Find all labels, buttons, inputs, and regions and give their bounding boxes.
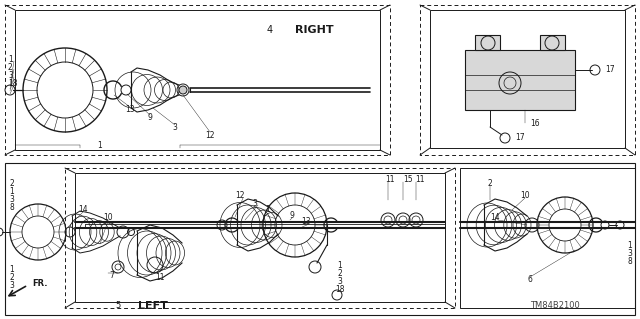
Text: 3: 3 (337, 277, 342, 286)
Bar (540, 35, 565, 50)
Bar (430, 10, 625, 148)
Text: 10: 10 (103, 213, 113, 222)
Text: 18: 18 (8, 79, 17, 88)
Text: 5: 5 (115, 301, 120, 310)
Text: 11: 11 (415, 175, 425, 184)
Text: 2: 2 (10, 273, 14, 283)
Text: TM84B2100: TM84B2100 (530, 301, 580, 310)
Text: 2: 2 (488, 179, 492, 188)
Text: 14: 14 (78, 205, 88, 214)
Text: 1: 1 (10, 265, 14, 275)
Text: 12: 12 (205, 130, 215, 139)
Text: 3: 3 (10, 281, 15, 291)
Text: RIGHT: RIGHT (295, 25, 333, 35)
Text: 13: 13 (301, 218, 311, 226)
Text: 16: 16 (530, 118, 540, 128)
Text: 2: 2 (8, 63, 13, 72)
Text: 3: 3 (627, 249, 632, 257)
Text: 12: 12 (236, 190, 244, 199)
Bar (460, 168, 635, 308)
Text: 3: 3 (8, 71, 13, 80)
Text: 11: 11 (156, 273, 164, 283)
Text: 4: 4 (267, 25, 273, 35)
Bar (420, 5, 635, 155)
Text: 9: 9 (148, 114, 152, 122)
Bar (475, 35, 500, 50)
Text: LEFT: LEFT (138, 301, 168, 311)
Text: 7: 7 (109, 271, 115, 279)
Text: 17: 17 (515, 133, 525, 143)
Text: 1: 1 (266, 205, 270, 214)
Bar (65, 168, 455, 308)
Text: 14: 14 (490, 213, 500, 222)
Text: 1: 1 (10, 187, 14, 196)
Text: 17: 17 (605, 65, 614, 75)
Text: 8: 8 (627, 256, 632, 265)
Text: 1: 1 (627, 241, 632, 249)
Text: 1: 1 (98, 140, 102, 150)
Text: 6: 6 (527, 276, 532, 285)
Bar (5, 5, 390, 155)
Text: 3: 3 (253, 198, 257, 207)
Text: 10: 10 (520, 190, 530, 199)
Circle shape (179, 86, 187, 94)
Text: 18: 18 (335, 285, 345, 293)
Bar (465, 50, 575, 110)
Text: 3: 3 (10, 195, 15, 204)
Bar (5, 163, 635, 315)
Text: 11: 11 (385, 175, 395, 184)
Text: 15: 15 (403, 175, 413, 184)
Text: 13: 13 (125, 106, 135, 115)
Text: 9: 9 (289, 211, 294, 220)
Bar (15, 10, 380, 150)
Text: 8: 8 (10, 203, 14, 211)
Text: 3: 3 (173, 123, 177, 132)
Bar (75, 173, 445, 302)
Text: 1: 1 (338, 261, 342, 270)
Text: 1: 1 (8, 56, 13, 64)
Text: 2: 2 (338, 269, 342, 278)
Text: 2: 2 (10, 179, 14, 188)
Text: FR.: FR. (32, 278, 47, 287)
